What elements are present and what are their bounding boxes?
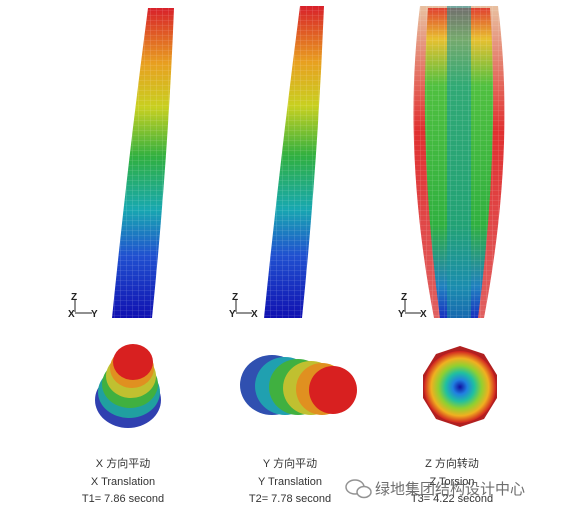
caption-chinese: Y 方向平动 (263, 456, 317, 470)
plan-y (240, 355, 357, 415)
axis-label: Z (71, 292, 77, 303)
axis-label: X (420, 309, 427, 320)
caption-chinese: X 方向平动 (96, 456, 150, 470)
axis-label: Y (398, 309, 405, 320)
caption-english: Z Torsion (429, 476, 474, 488)
axis-label: Y (229, 309, 236, 320)
tower-y (264, 6, 324, 318)
axis-label: X (68, 309, 75, 320)
axis-label: Z (232, 292, 238, 303)
caption-english: X Translation (91, 476, 155, 488)
axis-label: X (251, 309, 258, 320)
caption-period: T3= 4.22 second (411, 493, 493, 505)
axis-label: Z (401, 292, 407, 303)
wechat-icon (345, 479, 372, 499)
axis-triad (74, 300, 421, 314)
plan-x (95, 344, 161, 428)
watermark: 绿地集团结构设计中心 (375, 481, 525, 498)
plan-z (423, 346, 497, 427)
caption-chinese: Z 方向转动 (425, 456, 479, 470)
tower-x (112, 8, 174, 318)
tower-z (413, 6, 505, 318)
caption-period: T1= 7.86 second (82, 493, 164, 505)
axis-label: Y (91, 309, 98, 320)
caption-english: Y Translation (258, 476, 322, 488)
caption-period: T2= 7.78 second (249, 493, 331, 505)
